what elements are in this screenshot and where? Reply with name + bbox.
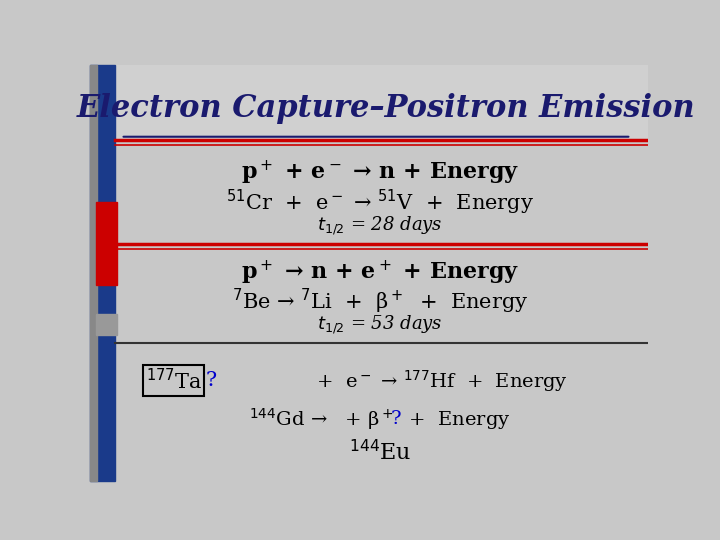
Text: ?: ? — [206, 372, 217, 390]
Text: p$^+$ + e$^-$ → n + Energy: p$^+$ + e$^-$ → n + Energy — [241, 159, 519, 187]
Bar — [96, 202, 117, 285]
Text: $^{51}$Cr  +  e$^-$ → $^{51}$V  +  Energy: $^{51}$Cr + e$^-$ → $^{51}$V + Energy — [226, 187, 534, 217]
FancyBboxPatch shape — [143, 365, 204, 396]
Text: Electron Capture–Positron Emission: Electron Capture–Positron Emission — [76, 93, 695, 124]
Text: $^{177}$Ta: $^{177}$Ta — [145, 368, 202, 394]
Bar — [115, 65, 648, 140]
Bar — [96, 314, 117, 335]
Text: $^{144}$Eu: $^{144}$Eu — [349, 440, 411, 465]
Text: +  e$^-$ → $^{177}$Hf  +  Energy: + e$^-$ → $^{177}$Hf + Energy — [304, 368, 568, 394]
Text: p$^+$ → n + e$^+$ + Energy: p$^+$ → n + e$^+$ + Energy — [241, 259, 519, 287]
Text: $^7$Be → $^7$Li  +  β$^+$  +  Energy: $^7$Be → $^7$Li + β$^+$ + Energy — [232, 286, 528, 315]
Bar — [90, 65, 115, 481]
Text: ?: ? — [390, 410, 401, 428]
Bar — [90, 65, 96, 481]
Text: $t_{1/2}$ = 28 days: $t_{1/2}$ = 28 days — [318, 215, 443, 238]
Text: $t_{1/2}$ = 53 days: $t_{1/2}$ = 53 days — [318, 313, 443, 336]
Text: $^{144}$Gd →   + β$^+$  +  Energy: $^{144}$Gd → + β$^+$ + Energy — [249, 406, 511, 432]
